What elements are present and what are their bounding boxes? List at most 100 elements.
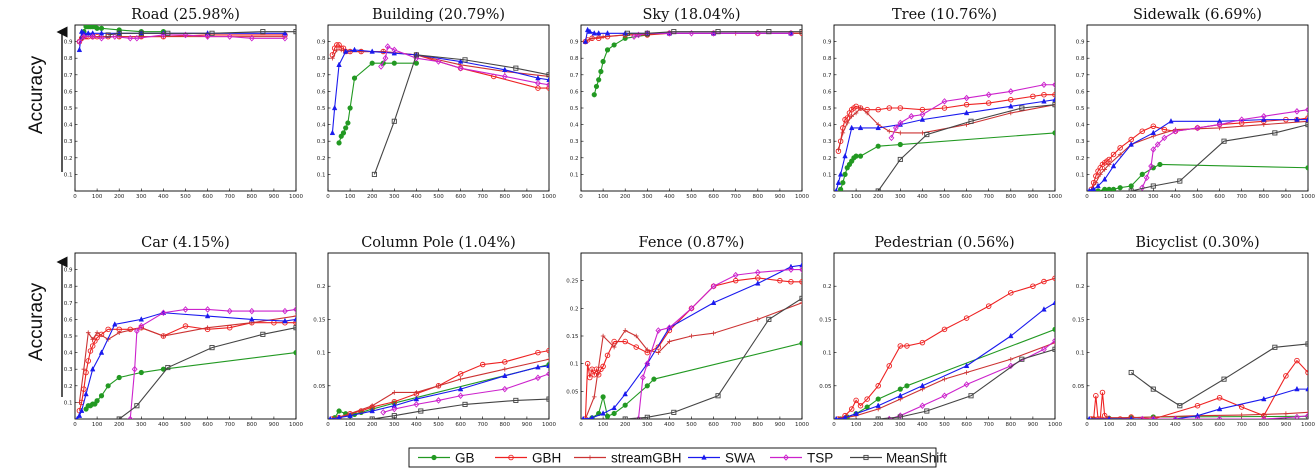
data-point <box>838 186 844 191</box>
data-point <box>834 187 838 191</box>
data-point <box>1172 415 1179 419</box>
legend-entry-gbh: GBH <box>495 451 561 466</box>
data-point <box>875 106 881 113</box>
panel-title: Road (25.98%) <box>131 7 240 23</box>
y-tick-label: 0.7 <box>570 73 579 79</box>
data-point <box>875 188 881 191</box>
x-tick-label: 500 <box>1192 194 1203 200</box>
data-point <box>502 66 508 72</box>
data-point <box>1305 410 1308 415</box>
data-point <box>351 75 358 81</box>
legend-entry-meanshift: MeanShift <box>850 451 947 466</box>
data-point <box>502 366 508 372</box>
data-point <box>799 266 802 273</box>
y-tick-label: 0.1 <box>1076 351 1085 357</box>
data-point <box>105 383 111 389</box>
data-point <box>671 29 677 35</box>
data-point <box>1294 116 1300 122</box>
series-group <box>76 25 296 53</box>
legend-box <box>408 447 937 468</box>
data-point <box>904 383 910 389</box>
data-point <box>1019 105 1025 111</box>
panel-title: Tree (10.76%) <box>892 7 997 23</box>
data-point <box>1150 129 1157 136</box>
series-line-tsp <box>1142 415 1308 419</box>
data-point <box>1095 188 1101 191</box>
data-point <box>329 129 336 136</box>
data-point <box>80 33 87 40</box>
data-point <box>1161 126 1168 133</box>
y-tick-label: 0.3 <box>1076 139 1085 145</box>
x-tick-label: 1000 <box>1048 422 1062 428</box>
data-point <box>1041 278 1047 285</box>
data-point <box>581 415 585 419</box>
data-point <box>165 30 171 36</box>
data-point <box>799 29 802 35</box>
legend-entry-streamgbh: streamGBH <box>574 451 682 466</box>
series-line-tsp <box>380 45 549 86</box>
data-point <box>98 25 105 31</box>
x-tick-label: 100 <box>345 194 356 200</box>
data-point <box>633 333 639 339</box>
data-point <box>837 138 844 144</box>
y-tick-label: 0.2 <box>1076 156 1085 162</box>
panel-title: Sky (18.04%) <box>642 7 740 23</box>
data-point <box>1097 416 1104 419</box>
data-point <box>799 340 802 346</box>
data-point <box>853 110 859 116</box>
data-point <box>1052 275 1055 281</box>
data-point <box>89 365 96 372</box>
data-point <box>413 401 420 408</box>
data-point <box>985 303 992 309</box>
data-point <box>587 28 593 34</box>
data-point <box>369 416 375 419</box>
x-tick-label: 500 <box>1192 422 1203 428</box>
series-group <box>834 81 1055 191</box>
data-point <box>864 110 870 116</box>
data-point <box>546 72 549 78</box>
y-tick-label: 0.05 <box>566 389 579 395</box>
data-point <box>1110 186 1117 191</box>
data-point <box>535 349 541 356</box>
data-point <box>457 64 464 72</box>
data-point <box>369 48 375 54</box>
y-tick-label: 0.5 <box>823 106 832 112</box>
data-point <box>701 454 707 460</box>
data-point <box>1090 416 1097 419</box>
data-point <box>116 374 122 381</box>
x-tick-label: 800 <box>247 194 258 200</box>
data-point <box>457 371 464 377</box>
data-point <box>849 114 854 119</box>
data-point <box>715 393 721 399</box>
y-tick-label: 0.8 <box>570 56 579 62</box>
y-tick-label: 0.3 <box>64 139 73 145</box>
data-point <box>249 316 255 322</box>
y-tick-label: 0.4 <box>317 123 326 129</box>
data-point <box>788 266 794 273</box>
data-point <box>788 279 794 285</box>
data-point <box>336 414 342 419</box>
data-point <box>644 30 650 36</box>
data-point <box>600 333 606 339</box>
data-point <box>1041 91 1047 98</box>
x-tick-label: 800 <box>1259 422 1270 428</box>
data-point <box>611 410 617 417</box>
data-point <box>105 326 111 333</box>
x-tick-label: 600 <box>961 422 972 428</box>
y-tick-label: 0.15 <box>1072 317 1085 323</box>
data-point <box>777 277 783 284</box>
x-tick-label: 700 <box>983 194 994 200</box>
data-point <box>656 350 661 355</box>
data-point <box>1294 357 1300 364</box>
x-tick-label: 0 <box>832 194 836 200</box>
y-tick-label: 0.05 <box>313 384 326 390</box>
data-point <box>1305 369 1308 376</box>
data-point <box>968 118 974 124</box>
y-tick-label: 0.5 <box>1076 106 1085 112</box>
data-point <box>546 356 549 362</box>
y-tick-label: 0.7 <box>823 73 832 79</box>
data-point <box>546 370 549 378</box>
data-point <box>1019 356 1025 362</box>
data-point <box>1154 141 1161 148</box>
y-tick-label: 0.7 <box>64 73 73 79</box>
